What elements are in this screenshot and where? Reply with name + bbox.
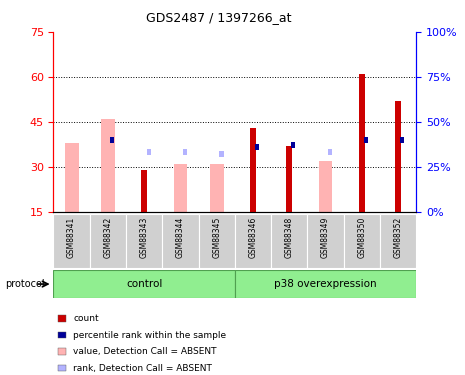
Text: p38 overexpression: p38 overexpression xyxy=(274,279,377,289)
Bar xyxy=(235,214,271,268)
Bar xyxy=(199,214,235,268)
Text: GSM88352: GSM88352 xyxy=(393,216,403,258)
Text: GSM88345: GSM88345 xyxy=(212,216,221,258)
Text: rank, Detection Call = ABSENT: rank, Detection Call = ABSENT xyxy=(73,364,213,373)
Text: GDS2487 / 1397266_at: GDS2487 / 1397266_at xyxy=(146,11,291,24)
Text: GSM88344: GSM88344 xyxy=(176,216,185,258)
Bar xyxy=(319,161,332,212)
Text: GSM88348: GSM88348 xyxy=(285,216,294,258)
Text: GSM88346: GSM88346 xyxy=(248,216,258,258)
Text: value, Detection Call = ABSENT: value, Detection Call = ABSENT xyxy=(73,347,217,356)
Bar xyxy=(307,214,344,268)
Bar xyxy=(344,214,380,268)
Bar xyxy=(110,137,114,143)
Bar xyxy=(183,150,187,156)
Text: protocol: protocol xyxy=(5,279,44,289)
Bar xyxy=(162,214,199,268)
Text: GSM88342: GSM88342 xyxy=(103,216,113,258)
Bar xyxy=(255,144,259,150)
Bar xyxy=(235,270,416,298)
Bar xyxy=(53,214,90,268)
Text: GSM88341: GSM88341 xyxy=(67,216,76,258)
Bar xyxy=(141,170,147,212)
Text: count: count xyxy=(73,314,99,323)
Bar xyxy=(53,270,235,298)
Text: GSM88343: GSM88343 xyxy=(140,216,149,258)
Text: GSM88349: GSM88349 xyxy=(321,216,330,258)
Bar xyxy=(364,137,368,143)
Bar xyxy=(126,214,162,268)
Bar xyxy=(219,151,224,157)
Bar xyxy=(90,214,126,268)
Text: percentile rank within the sample: percentile rank within the sample xyxy=(73,331,226,340)
Bar xyxy=(328,150,332,156)
Bar xyxy=(395,101,401,212)
Bar xyxy=(250,128,256,212)
Bar xyxy=(286,146,292,212)
Bar xyxy=(173,164,187,212)
Text: GSM88350: GSM88350 xyxy=(357,216,366,258)
Bar xyxy=(291,142,295,148)
Bar xyxy=(271,214,307,268)
Text: control: control xyxy=(126,279,162,289)
Bar xyxy=(359,74,365,212)
Bar xyxy=(101,119,115,212)
Bar xyxy=(210,164,224,212)
Bar xyxy=(380,214,416,268)
Bar xyxy=(146,150,151,156)
Bar xyxy=(65,143,79,212)
Bar xyxy=(400,137,404,143)
